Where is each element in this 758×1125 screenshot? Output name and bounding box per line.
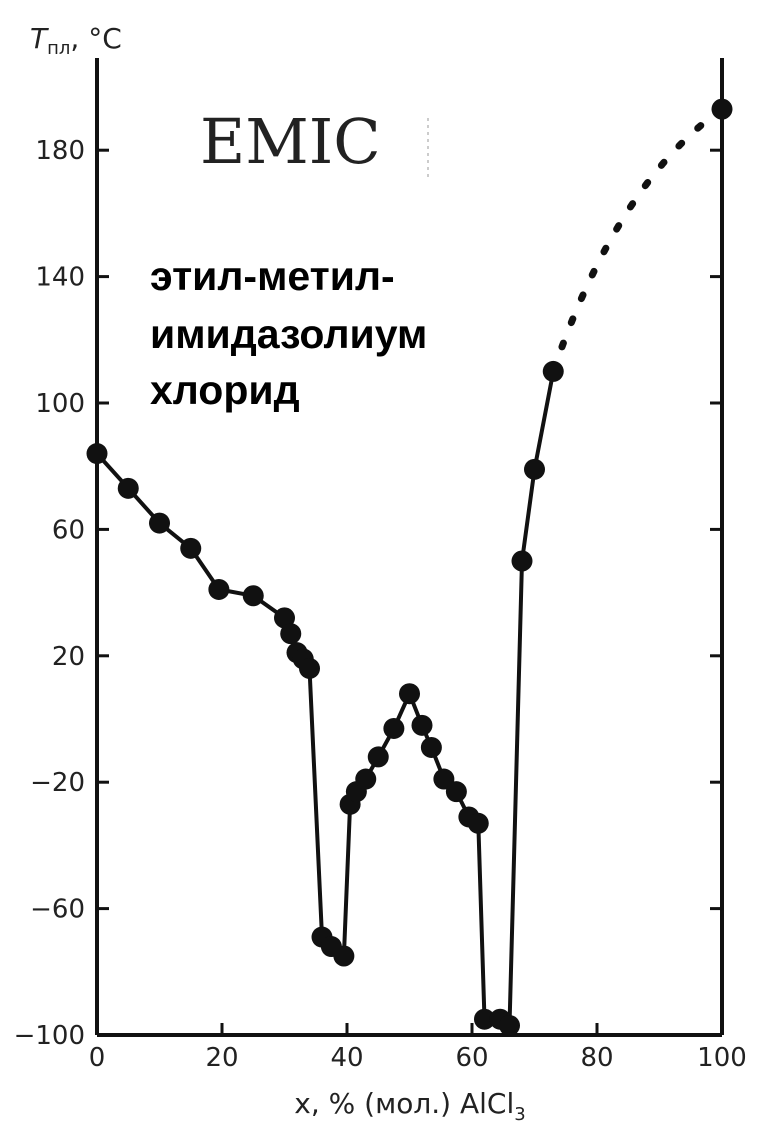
compound-label: EMIC bbox=[200, 105, 381, 178]
data-point bbox=[355, 768, 377, 790]
x-axis-title: x, % (мол.) AlCl3 bbox=[294, 1087, 525, 1125]
data-point bbox=[499, 1015, 520, 1037]
y-tick-label: −100 bbox=[14, 1021, 85, 1051]
data-point bbox=[367, 746, 389, 768]
x-tick-label: 80 bbox=[580, 1043, 613, 1073]
data-point-end bbox=[711, 98, 733, 120]
dashed-extension bbox=[549, 105, 726, 375]
x-axis-title-sub: 3 bbox=[514, 1104, 525, 1125]
data-point bbox=[420, 736, 442, 758]
y-tick-label: 60 bbox=[52, 515, 85, 545]
name-line-3: хлорид bbox=[150, 367, 300, 413]
data-point bbox=[474, 1008, 495, 1030]
data-point bbox=[383, 717, 405, 739]
data-point bbox=[467, 812, 489, 834]
y-tick-label: 20 bbox=[52, 642, 85, 672]
data-point bbox=[511, 550, 533, 572]
x-ticks: 0 20 40 60 80 100 bbox=[89, 1023, 747, 1073]
x-axis-title-main: x, % (мол.) AlCl bbox=[294, 1087, 514, 1120]
y-tick-label: 180 bbox=[35, 136, 85, 166]
data-point bbox=[399, 683, 420, 705]
y-tick-label: 100 bbox=[35, 389, 85, 419]
data-point bbox=[180, 537, 202, 559]
name-line-2: имидазолиум bbox=[150, 311, 427, 357]
data-point bbox=[333, 945, 355, 967]
data-point bbox=[524, 458, 545, 480]
data-point bbox=[299, 657, 320, 679]
data-point bbox=[411, 714, 433, 736]
name-line-1: этил-метил- bbox=[150, 253, 395, 299]
data-point bbox=[242, 585, 264, 607]
data-point bbox=[149, 512, 170, 534]
x-tick-label: 60 bbox=[455, 1043, 488, 1073]
data-point bbox=[208, 578, 230, 600]
x-tick-label: 20 bbox=[205, 1043, 238, 1073]
x-tick-label: 100 bbox=[697, 1043, 747, 1073]
data-point bbox=[86, 443, 108, 465]
data-point bbox=[542, 360, 564, 382]
x-tick-label: 40 bbox=[330, 1043, 363, 1073]
y-tick-label: 140 bbox=[35, 263, 85, 293]
chart-axes bbox=[95, 58, 724, 1037]
y-tick-label: −60 bbox=[30, 895, 85, 925]
data-point bbox=[445, 781, 467, 803]
y-axis-title-main: T bbox=[30, 22, 49, 55]
x-tick-label: 0 bbox=[89, 1043, 106, 1073]
y-axis-title-sub: пл bbox=[47, 38, 70, 59]
data-point bbox=[280, 623, 302, 645]
y-axis-title: Tпл, °C bbox=[30, 22, 122, 59]
series-group bbox=[86, 98, 733, 1037]
y-ticks: −100 −60 −20 20 60 100 140 180 bbox=[14, 136, 722, 1051]
y-axis-title-unit: , °C bbox=[70, 22, 121, 55]
data-point bbox=[274, 607, 295, 629]
y-tick-label: −20 bbox=[30, 768, 85, 798]
data-point bbox=[117, 477, 139, 499]
